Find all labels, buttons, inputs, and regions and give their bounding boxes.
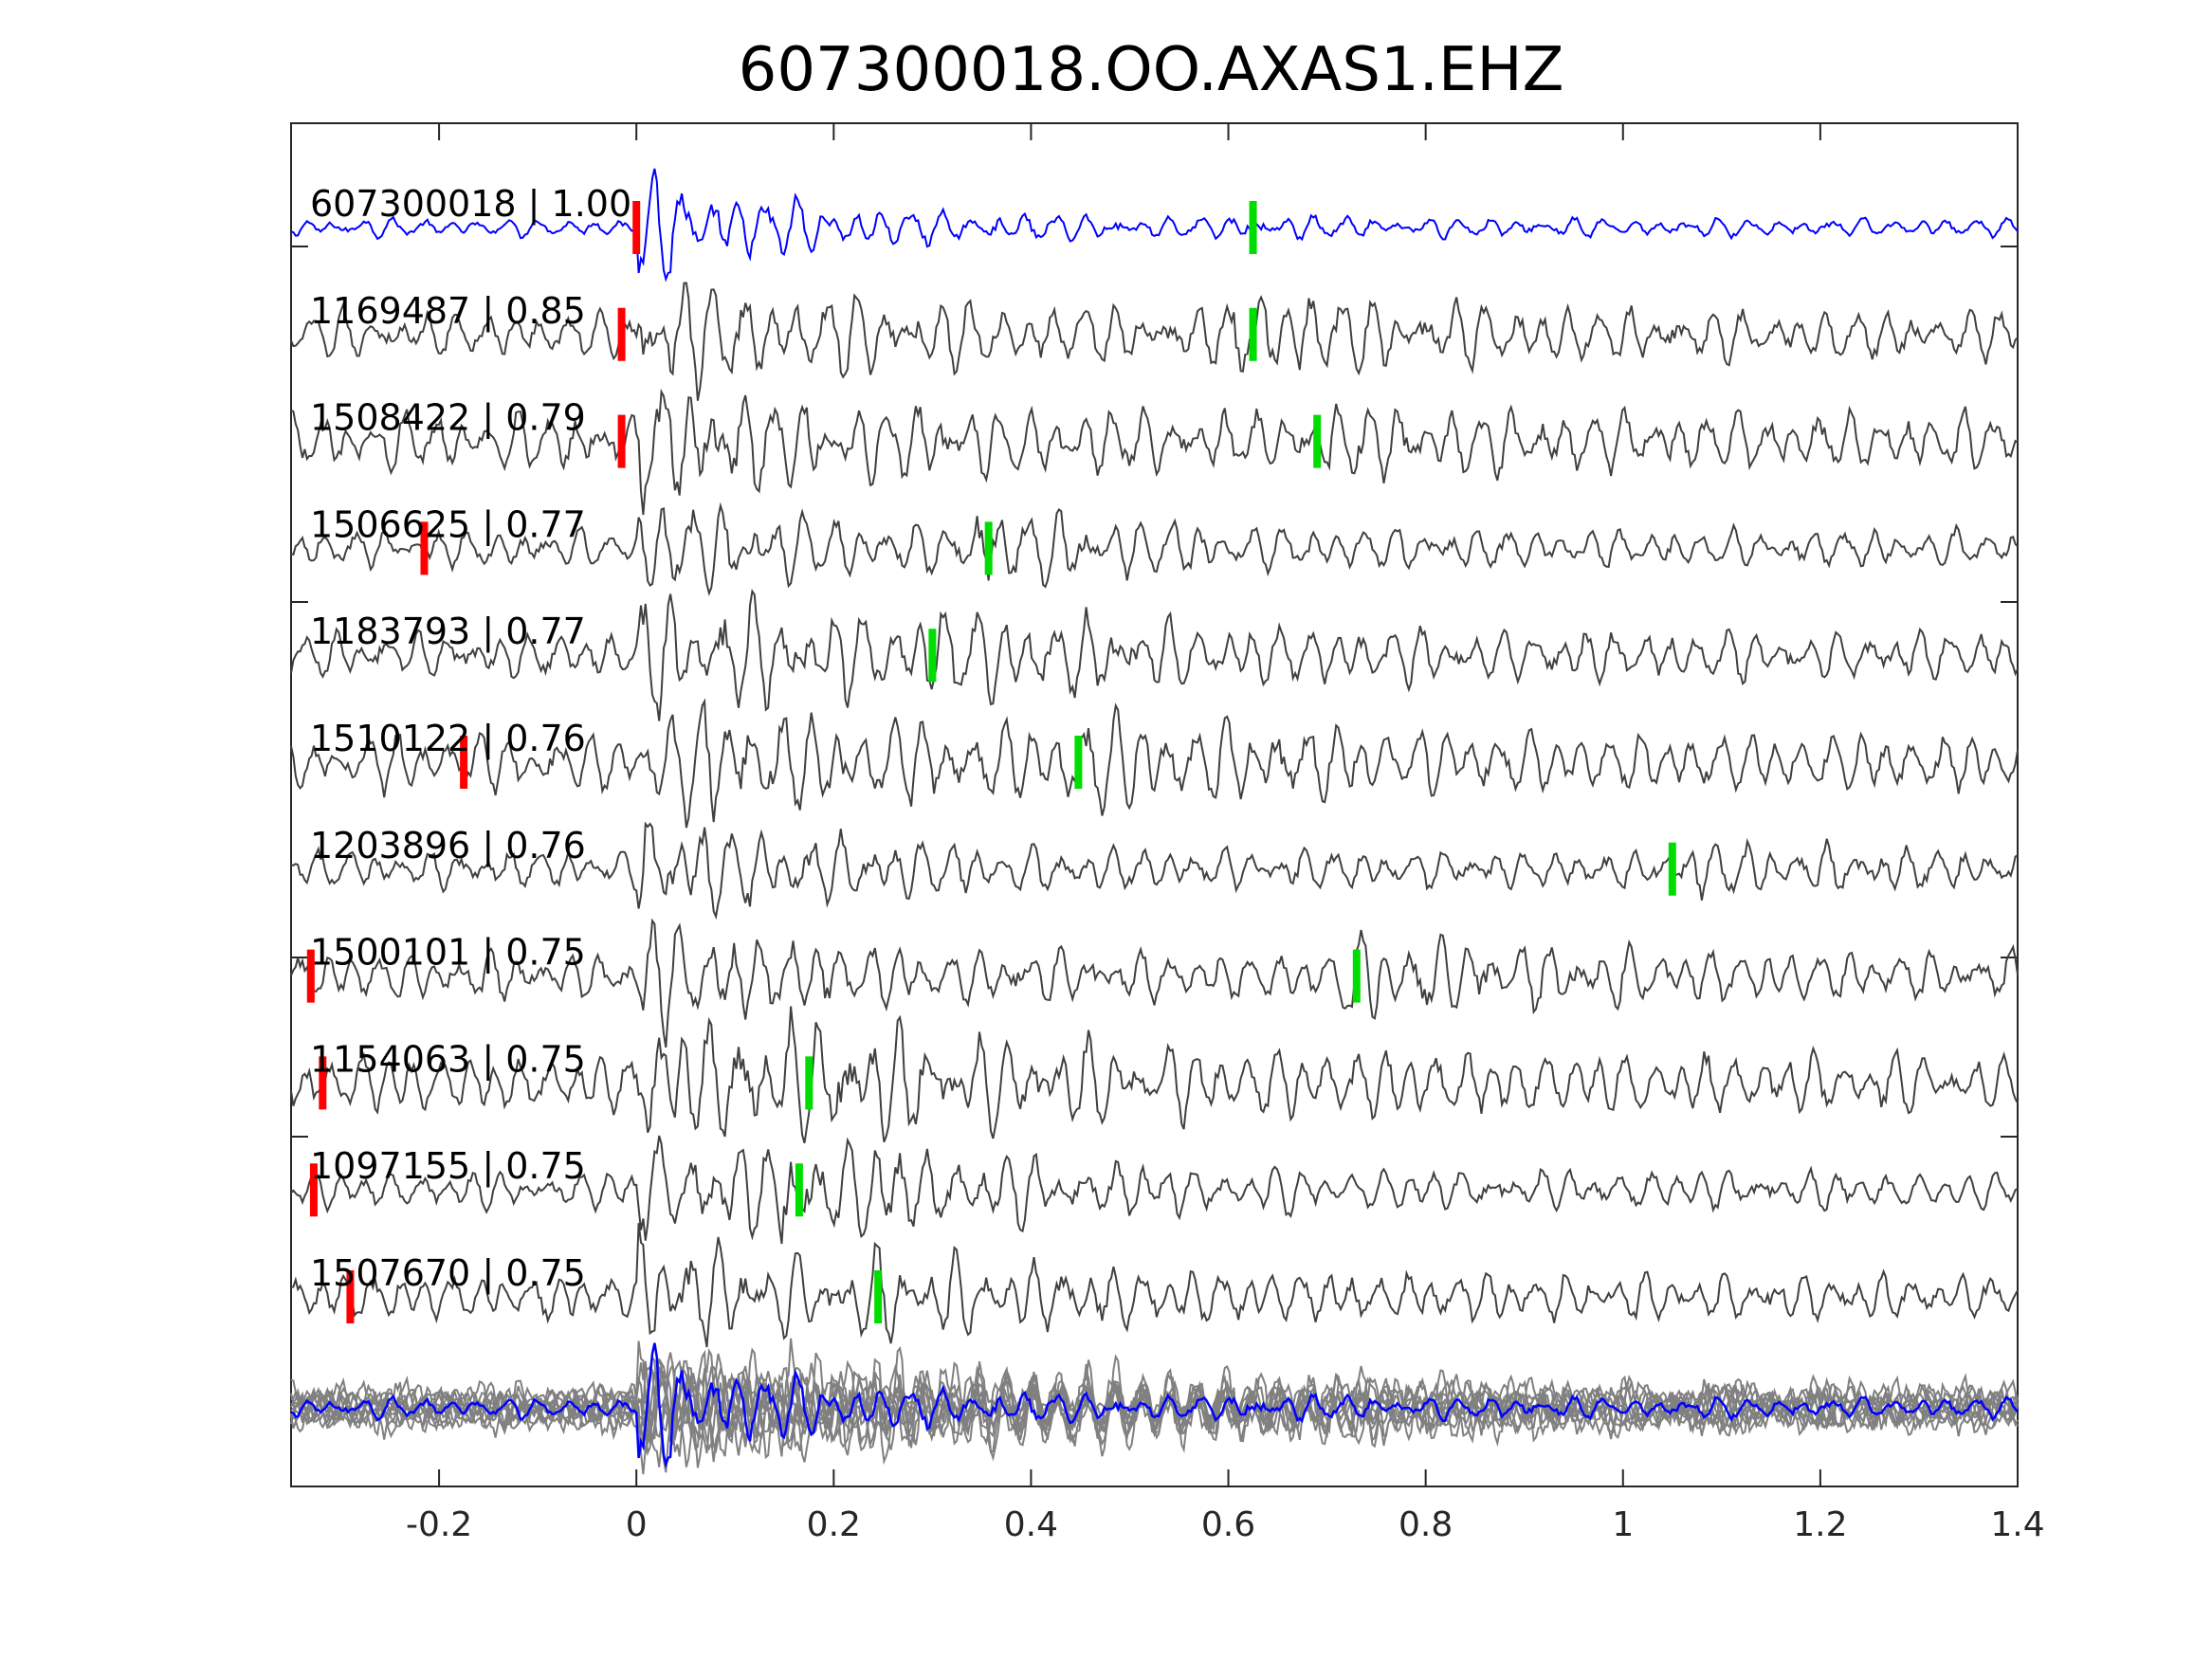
stack-template-trace bbox=[290, 1342, 2019, 1469]
trace-label: 1500101 | 0.75 bbox=[310, 932, 586, 975]
match-trace bbox=[290, 589, 2019, 721]
x-axis: -0.2 0 0.2 0.4 0.6 0.8 1 1.2 1.4 bbox=[406, 123, 2045, 1544]
trace-label: 1203896 | 0.76 bbox=[310, 825, 586, 867]
trace-label: 607300018 | 1.00 bbox=[310, 183, 631, 226]
x-tick-label: 0.6 bbox=[1201, 1505, 1255, 1544]
trace-label: 1510122 | 0.76 bbox=[310, 718, 586, 760]
match-trace bbox=[290, 1223, 2019, 1348]
trace-label: 1169487 | 0.85 bbox=[310, 290, 586, 333]
match-trace bbox=[290, 918, 2019, 1048]
match-trace bbox=[290, 282, 2019, 401]
trace-label: 1507670 | 0.75 bbox=[310, 1252, 586, 1295]
x-tick-label: 1 bbox=[1612, 1505, 1634, 1544]
chart-title: 607300018.OO.AXAS1.EHZ bbox=[739, 35, 1564, 105]
trace-label: 1097155 | 0.75 bbox=[310, 1145, 586, 1188]
template-trace bbox=[290, 168, 2019, 283]
x-tick-label: 0.2 bbox=[807, 1505, 861, 1544]
trace-label: 1508422 | 0.79 bbox=[310, 397, 586, 440]
x-tick-label: -0.2 bbox=[406, 1505, 472, 1544]
trace-label: 1154063 | 0.75 bbox=[310, 1038, 586, 1081]
match-trace bbox=[290, 1006, 2019, 1143]
x-tick-label: 1.4 bbox=[1990, 1505, 2044, 1544]
x-tick-label: 1.2 bbox=[1793, 1505, 1847, 1544]
stack-trace bbox=[290, 1340, 2019, 1454]
x-tick-label: 0 bbox=[626, 1505, 648, 1544]
plot-area bbox=[290, 122, 2019, 1487]
match-trace bbox=[290, 1135, 2019, 1245]
traces-layer bbox=[290, 168, 2019, 1348]
trace-labels: 607300018 | 1.00 1169487 | 0.85 1508422 | … bbox=[310, 183, 631, 1295]
plot-frame bbox=[290, 122, 2019, 1487]
picks-layer bbox=[306, 201, 1676, 1323]
trace-label: 1183793 | 0.77 bbox=[310, 611, 586, 653]
stack-trace bbox=[290, 1364, 2019, 1454]
trace-label: 1506625 | 0.77 bbox=[310, 503, 586, 546]
match-trace bbox=[290, 501, 2019, 597]
x-tick-label: 0.4 bbox=[1004, 1505, 1058, 1544]
match-trace bbox=[290, 388, 2019, 516]
match-trace bbox=[290, 698, 2019, 829]
x-tick-label: 0.8 bbox=[1398, 1505, 1453, 1544]
match-trace bbox=[290, 821, 2019, 921]
stack-layer bbox=[290, 1338, 2019, 1475]
